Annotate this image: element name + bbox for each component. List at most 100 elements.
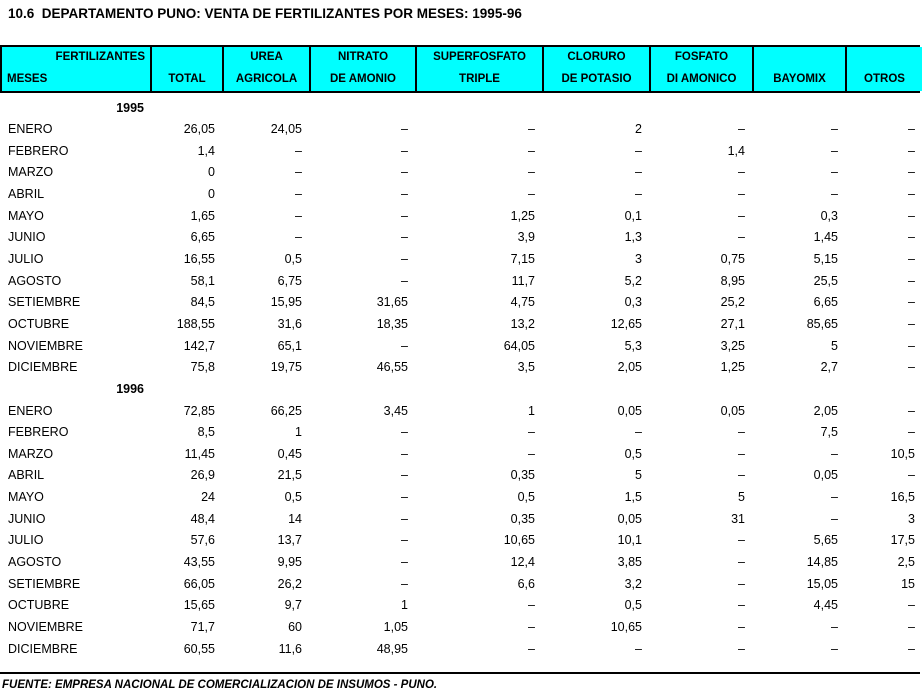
value-cell: – xyxy=(908,296,915,309)
value-cell: 24,05 xyxy=(270,123,302,136)
value-cell: – xyxy=(908,209,915,223)
table-row: ENERO 26,05 24,05 – – 2 – – – xyxy=(0,119,920,141)
month-label: JULIO xyxy=(8,534,44,547)
value-cell: – xyxy=(295,188,302,201)
value-cell: 15,65 xyxy=(183,599,215,612)
value-cell: – xyxy=(831,491,838,504)
value-cell: 84,5 xyxy=(190,296,215,309)
value-cell: 0,05 xyxy=(617,512,642,526)
value-cell: – xyxy=(738,166,745,179)
value-cell: – xyxy=(908,642,915,656)
table-row: ABRIL 26,9 21,5 – 0,35 5 – 0,05 – xyxy=(0,465,920,487)
value-cell: 60 xyxy=(288,620,302,634)
month-label: OCTUBRE xyxy=(8,317,70,331)
table-row: ENERO 72,85 66,25 3,45 1 0,05 0,05 2,05 – xyxy=(0,400,920,422)
table-row: MARZO 0 – – – – – – – xyxy=(0,162,920,184)
value-cell: 26,9 xyxy=(190,469,215,482)
value-cell: – xyxy=(401,123,408,136)
value-cell: 1,25 xyxy=(720,361,745,374)
value-cell: 3,85 xyxy=(617,556,642,569)
value-cell: 1 xyxy=(401,599,408,612)
table-row: JUNIO 48,4 14 – 0,35 0,05 31 – 3 xyxy=(0,508,920,530)
value-cell: 5,65 xyxy=(813,534,838,547)
value-cell: 0,5 xyxy=(284,491,302,504)
value-cell: 11,45 xyxy=(184,447,215,461)
value-cell: 6,75 xyxy=(277,274,302,288)
month-label: MARZO xyxy=(8,447,54,461)
value-cell: 1,45 xyxy=(813,231,838,244)
value-cell: – xyxy=(401,253,408,266)
value-cell: 0,35 xyxy=(510,469,535,482)
value-cell: 19,75 xyxy=(270,361,302,374)
value-cell: – xyxy=(908,166,915,179)
value-cell: – xyxy=(908,144,915,158)
value-cell: – xyxy=(528,599,535,612)
value-cell: – xyxy=(401,512,408,526)
value-cell: 13,2 xyxy=(510,317,535,331)
value-cell: – xyxy=(401,231,408,244)
month-label: AGOSTO xyxy=(8,274,62,288)
value-cell: 142,7 xyxy=(183,339,215,353)
value-cell: 48,95 xyxy=(376,642,408,656)
value-cell: 8,95 xyxy=(720,274,745,288)
value-cell: – xyxy=(738,556,745,569)
table-row: FEBRERO 8,5 1 – – – – 7,5 – xyxy=(0,422,920,444)
value-cell: – xyxy=(908,317,915,331)
value-cell: 0,35 xyxy=(510,512,535,526)
value-cell: 3,2 xyxy=(624,577,642,591)
header-cell-fosfato-di-amonico: FOSFATO DI AMONICO xyxy=(649,47,752,91)
value-cell: 10,1 xyxy=(617,534,642,547)
month-label: FEBRERO xyxy=(8,426,69,439)
value-cell: 5,3 xyxy=(624,339,642,353)
value-cell: – xyxy=(908,599,915,612)
value-cell: 5,15 xyxy=(813,253,838,266)
month-label: SETIEMBRE xyxy=(8,577,81,591)
source-note: FUENTE: EMPRESA NACIONAL DE COMERCIALIZA… xyxy=(2,679,438,691)
value-cell: 12,65 xyxy=(610,317,642,331)
value-cell: 17,5 xyxy=(890,534,915,547)
value-cell: 11,6 xyxy=(278,642,302,656)
value-cell: 24 xyxy=(201,491,215,504)
value-cell: – xyxy=(401,447,408,461)
value-cell: – xyxy=(738,426,745,439)
value-cell: 3,25 xyxy=(720,339,745,353)
table-row: SETIEMBRE 66,05 26,2 – 6,6 3,2 – 15,05 15 xyxy=(0,573,920,595)
value-cell: 3 xyxy=(908,512,915,526)
month-label: FEBRERO xyxy=(8,144,69,158)
value-cell: – xyxy=(738,599,745,612)
value-cell: 27,1 xyxy=(720,317,745,331)
value-cell: – xyxy=(908,339,915,353)
value-cell: 12,4 xyxy=(510,556,535,569)
table-row: ABRIL 0 – – – – – – – xyxy=(0,184,920,206)
value-cell: 9,7 xyxy=(284,599,302,612)
header-label-fertilizantes: FERTILIZANTES xyxy=(55,51,145,63)
month-label: ENERO xyxy=(8,404,53,418)
table-row: OCTUBRE 15,65 9,7 1 – 0,5 – 4,45 – xyxy=(0,595,920,617)
value-cell: 0,75 xyxy=(720,253,745,266)
value-cell: 31 xyxy=(731,512,745,526)
value-cell: – xyxy=(908,469,915,482)
value-cell: – xyxy=(908,361,915,374)
value-cell: 1 xyxy=(528,404,535,418)
value-cell: 72,85 xyxy=(183,404,215,418)
value-cell: – xyxy=(295,231,302,244)
table-header-row: FERTILIZANTES MESES TOTAL UREA AGRICOLA … xyxy=(0,45,922,93)
value-cell: 13,7 xyxy=(277,534,302,547)
value-cell: – xyxy=(401,491,408,504)
value-cell: – xyxy=(738,188,745,201)
value-cell: – xyxy=(635,426,642,439)
value-cell: – xyxy=(908,404,915,418)
table-row: FEBRERO 1,4 – – – – 1,4 – – xyxy=(0,140,920,162)
table-row: JUNIO 6,65 – – 3,9 1,3 – 1,45 – xyxy=(0,227,920,249)
value-cell: – xyxy=(295,144,302,158)
table-row: MAYO 24 0,5 – 0,5 1,5 5 – 16,5 xyxy=(0,487,920,509)
value-cell: – xyxy=(635,144,642,158)
value-cell: 10,5 xyxy=(890,447,915,461)
header-cell-total: TOTAL xyxy=(150,47,222,91)
value-cell: 5 xyxy=(738,491,745,504)
value-cell: 25,2 xyxy=(720,296,745,309)
value-cell: – xyxy=(401,274,408,288)
value-cell: 5,2 xyxy=(624,274,642,288)
value-cell: 5 xyxy=(635,469,642,482)
header-cell-otros: OTROS xyxy=(845,47,922,91)
